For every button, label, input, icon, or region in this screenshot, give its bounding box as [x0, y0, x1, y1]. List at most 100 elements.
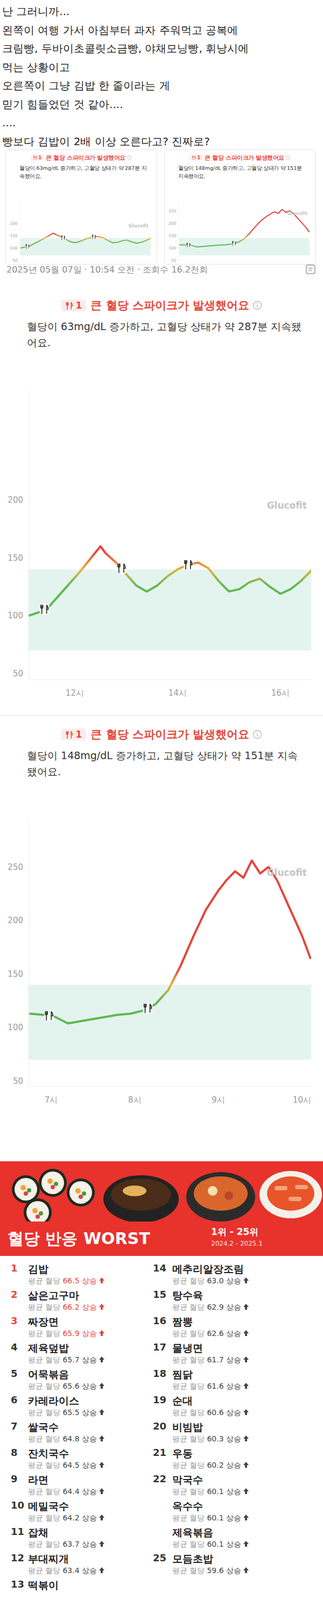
up-arrow: [242, 1568, 250, 1576]
info-icon: [285, 155, 291, 161]
meal-fork: [186, 243, 188, 248]
info-dot: [129, 156, 130, 158]
item-prefix: 평균 혈당: [27, 1409, 61, 1419]
item-rank: 1: [10, 1264, 18, 1276]
item-name: 카레라이스: [27, 1395, 80, 1410]
meal-knife: [123, 564, 126, 574]
up-arrow-shape: [99, 1542, 105, 1549]
up-arrow-shape: [99, 1384, 105, 1391]
meal-marker: [39, 605, 50, 616]
item-name: 순대: [172, 1395, 193, 1410]
x-tick-label: 7시: [44, 1096, 59, 1107]
item-rank: 4: [10, 1343, 18, 1355]
meal-knife: [28, 244, 30, 250]
item-value: 63.0: [206, 1278, 224, 1287]
thumbnail: 1큰 혈당 스파이크가 발생했어요혈당이 148mg/dL 증가하고, 고혈당 …: [164, 149, 317, 265]
item-name: 쌀국수: [27, 1422, 59, 1437]
item-suffix: 상승: [81, 1330, 97, 1340]
knife-shape: [71, 303, 73, 311]
info-dot: [288, 156, 289, 158]
x-axis-line: [28, 680, 312, 681]
item-sub: 평균 혈당65.6상승: [27, 1383, 105, 1394]
item-name: 모듬초밥: [172, 1554, 214, 1569]
ranking-item: 21우동평균 혈당60.2상승: [152, 1448, 299, 1475]
post-line: 먹는 상황이고: [2, 58, 320, 77]
meal-marker: [116, 563, 127, 575]
meal-fork: [144, 1005, 147, 1015]
ranking: 혈당 반응 WORST1위 - 25위2024.2 - 2025.11김밥평균 …: [0, 1162, 323, 1600]
item-name: 떡볶이: [27, 1580, 59, 1595]
item-name: 막국수: [172, 1475, 203, 1490]
post-line: ....: [2, 113, 320, 133]
info-icon: [127, 155, 132, 161]
item-rank: 14: [152, 1264, 167, 1276]
meal-knife: [64, 235, 66, 241]
meal-fork: [61, 235, 63, 241]
item-rank: 7: [10, 1422, 18, 1434]
ranking-item: 8잔치국수평균 혈당64.5상승: [10, 1448, 157, 1475]
up-arrow: [98, 1384, 105, 1392]
card-description: 혈당이 148mg/dL 증가하고, 고혈당 상태가 약 151분 지속됐어요.: [178, 164, 308, 181]
y-tick-label: 200: [9, 221, 18, 227]
item-prefix: 평균 혈당: [172, 1278, 205, 1287]
item-name: 우동: [172, 1448, 193, 1463]
y-axis-line: [178, 200, 180, 263]
y-tick-label: 50: [12, 669, 24, 680]
item-sub: 평균 혈당66.2상승: [27, 1304, 105, 1315]
item-name: 제육덮밥: [27, 1343, 69, 1358]
meal-knife: [189, 243, 191, 248]
up-arrow-shape: [99, 1279, 105, 1286]
item-name: 라면: [27, 1475, 49, 1490]
ranking-item: 14메추리알장조림평균 혈당63.0상승: [152, 1264, 299, 1290]
meal-count: 1: [38, 155, 42, 161]
meal-marker: [44, 1011, 54, 1023]
share-icon-box: [306, 265, 315, 275]
up-arrow-shape: [243, 1490, 249, 1497]
up-arrow: [242, 1489, 250, 1497]
up-arrow: [98, 1331, 105, 1339]
fork-shape: [192, 156, 194, 160]
up-arrow-shape: [99, 1516, 105, 1523]
item-rank: 15: [152, 1290, 167, 1302]
item-suffix: 상승: [81, 1489, 97, 1498]
meal-fork: [40, 606, 44, 615]
item-name: 찜닭: [172, 1369, 193, 1384]
y-tick-label: 250: [7, 863, 24, 874]
item-name: 부대찌개: [27, 1554, 69, 1569]
item-suffix: 상승: [226, 1541, 242, 1551]
up-arrow-shape: [243, 1437, 249, 1444]
item-prefix: 평균 혈당: [172, 1383, 205, 1393]
up-arrow: [242, 1515, 250, 1523]
meal-marker-bg: [231, 241, 237, 247]
item-rank: 18: [152, 1369, 167, 1381]
post-line: 크림빵, 두바이초콜릿소금빵, 야채모닝빵, 휘낭시에: [2, 39, 320, 59]
item-prefix: 평균 혈당: [172, 1541, 205, 1551]
ranking-item: 9라면평균 혈당64.4상승: [10, 1475, 157, 1501]
item-sub: 평균 혈당61.7상승: [172, 1357, 250, 1367]
y-tick-label: 150: [9, 233, 18, 239]
post-meta: 2025년 05월 07일 · 10:54 오전 · 조회수 16.2천회: [6, 264, 208, 277]
ranking-item: 16짬뽕평균 혈당62.6상승: [152, 1316, 299, 1343]
knife-shape: [71, 732, 73, 740]
item-value: 60.1: [206, 1489, 224, 1498]
up-arrow-shape: [99, 1490, 105, 1497]
watermark: Glucofit: [287, 211, 308, 217]
item-sub: 평균 혈당63.7상승: [27, 1541, 105, 1552]
ranking-item: 20비빔밥평균 혈당60.3상승: [152, 1422, 299, 1449]
pot-food: [224, 1192, 234, 1202]
item-suffix: 상승: [81, 1278, 97, 1287]
meal-count: 1: [197, 155, 201, 161]
card-separator: [0, 715, 323, 718]
item-value: 62.6: [206, 1330, 224, 1340]
item-suffix: 상승: [226, 1489, 242, 1498]
item-prefix: 평균 혈당: [27, 1357, 61, 1366]
up-arrow-shape: [99, 1305, 105, 1312]
item-rank: 19: [152, 1395, 167, 1408]
item-prefix: 평균 혈당: [172, 1462, 205, 1472]
pot: [186, 1173, 256, 1224]
info-circle: [127, 155, 132, 160]
up-arrow: [98, 1436, 105, 1444]
up-arrow: [98, 1278, 105, 1286]
y-tick-label: 250: [168, 208, 177, 214]
watermark: Glucofit: [267, 868, 307, 880]
